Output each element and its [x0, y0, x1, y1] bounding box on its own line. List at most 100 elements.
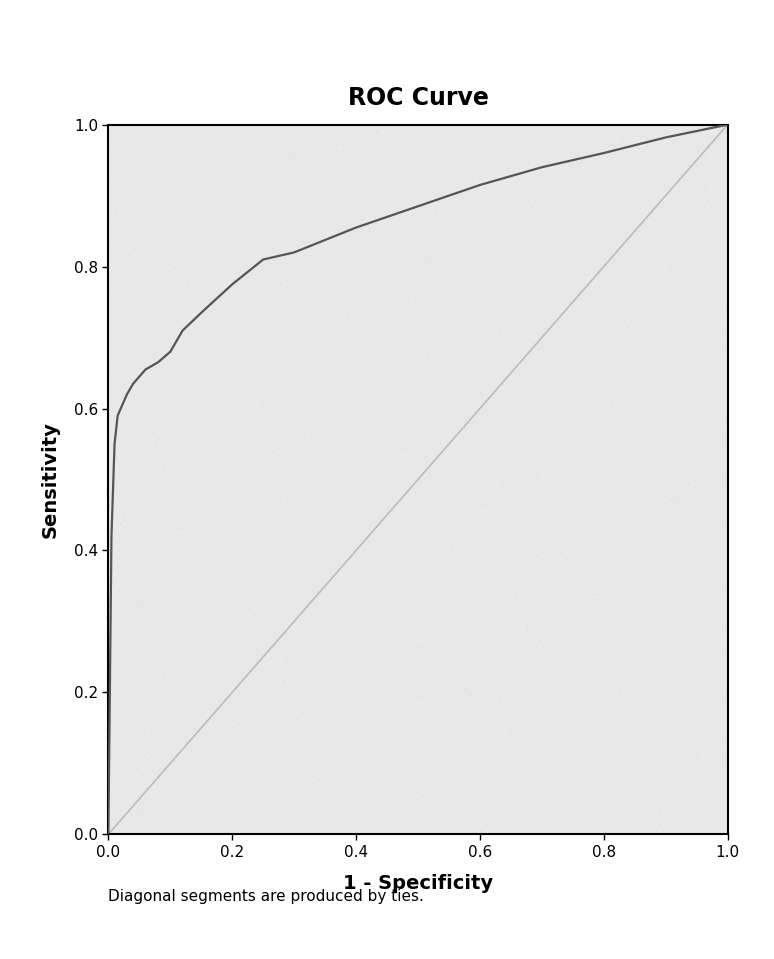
Point	[488, 249, 501, 265]
Point	[587, 551, 600, 567]
Point	[474, 335, 487, 350]
Point	[498, 549, 511, 564]
Point	[522, 248, 535, 264]
Point	[176, 335, 189, 350]
Point	[421, 780, 433, 795]
Point	[412, 314, 424, 329]
Point	[183, 531, 195, 547]
Point	[334, 495, 347, 510]
Point	[223, 346, 235, 362]
Point	[422, 329, 434, 344]
Point	[290, 712, 303, 727]
Point	[156, 575, 168, 591]
Point	[439, 753, 451, 768]
Point	[348, 667, 360, 683]
Point	[279, 608, 292, 623]
Point	[437, 823, 450, 838]
Point	[125, 505, 138, 521]
Point	[351, 197, 364, 212]
Point	[401, 442, 413, 457]
Point	[624, 309, 636, 324]
Point	[291, 699, 303, 714]
Point	[635, 285, 647, 300]
Point	[412, 137, 424, 152]
Point	[456, 233, 468, 248]
Point	[638, 821, 650, 836]
Point	[456, 121, 468, 136]
Point	[363, 526, 375, 542]
Point	[485, 660, 497, 675]
Point	[515, 584, 528, 599]
Point	[498, 762, 511, 778]
Point	[694, 190, 707, 205]
Point	[340, 270, 352, 286]
Point	[559, 675, 571, 690]
Point	[249, 471, 262, 486]
Point	[142, 265, 154, 280]
Point	[255, 596, 268, 612]
Point	[146, 774, 159, 789]
Point	[110, 471, 122, 486]
Point	[147, 215, 159, 230]
Point	[447, 681, 460, 696]
Point	[243, 458, 255, 474]
Point	[627, 819, 639, 834]
Point	[401, 148, 413, 163]
Point	[307, 192, 320, 207]
Point	[205, 693, 217, 709]
Point	[228, 428, 241, 443]
Point	[313, 782, 326, 797]
Point	[704, 610, 716, 625]
Point	[462, 555, 474, 571]
Point	[519, 658, 531, 673]
Point	[136, 585, 149, 600]
Point	[577, 206, 589, 222]
Point	[684, 364, 697, 380]
Point	[173, 431, 186, 446]
Point	[211, 601, 224, 617]
Point	[700, 195, 713, 210]
Point	[229, 431, 241, 446]
Point	[543, 538, 556, 553]
Point	[310, 542, 322, 557]
Point	[382, 429, 394, 444]
Point	[248, 776, 261, 791]
Point	[665, 605, 677, 620]
Point	[397, 287, 409, 302]
Point	[490, 460, 502, 476]
Point	[578, 500, 591, 515]
Point	[242, 615, 255, 630]
Point	[598, 647, 610, 663]
Point	[657, 381, 670, 396]
Point	[265, 650, 277, 666]
Point	[304, 441, 317, 456]
Point	[119, 359, 132, 374]
Point	[360, 361, 372, 376]
Point	[224, 820, 237, 835]
Point	[247, 485, 259, 501]
Point	[543, 505, 556, 521]
Point	[142, 285, 155, 300]
Point	[181, 718, 194, 734]
Point	[685, 459, 697, 475]
Point	[495, 569, 507, 584]
Point	[188, 225, 200, 241]
Point	[259, 200, 272, 216]
Point	[707, 119, 720, 134]
Point	[513, 785, 526, 801]
Point	[358, 519, 370, 534]
Point	[444, 536, 457, 551]
Point	[225, 338, 238, 353]
Point	[296, 456, 309, 472]
Point	[646, 129, 658, 145]
Point	[430, 457, 443, 473]
Point	[179, 799, 191, 814]
Point	[416, 787, 429, 803]
Point	[321, 236, 334, 251]
Point	[330, 144, 343, 159]
Point	[640, 489, 652, 504]
Point	[555, 673, 567, 689]
Point	[166, 480, 178, 496]
Point	[128, 362, 140, 377]
Point	[553, 318, 566, 334]
